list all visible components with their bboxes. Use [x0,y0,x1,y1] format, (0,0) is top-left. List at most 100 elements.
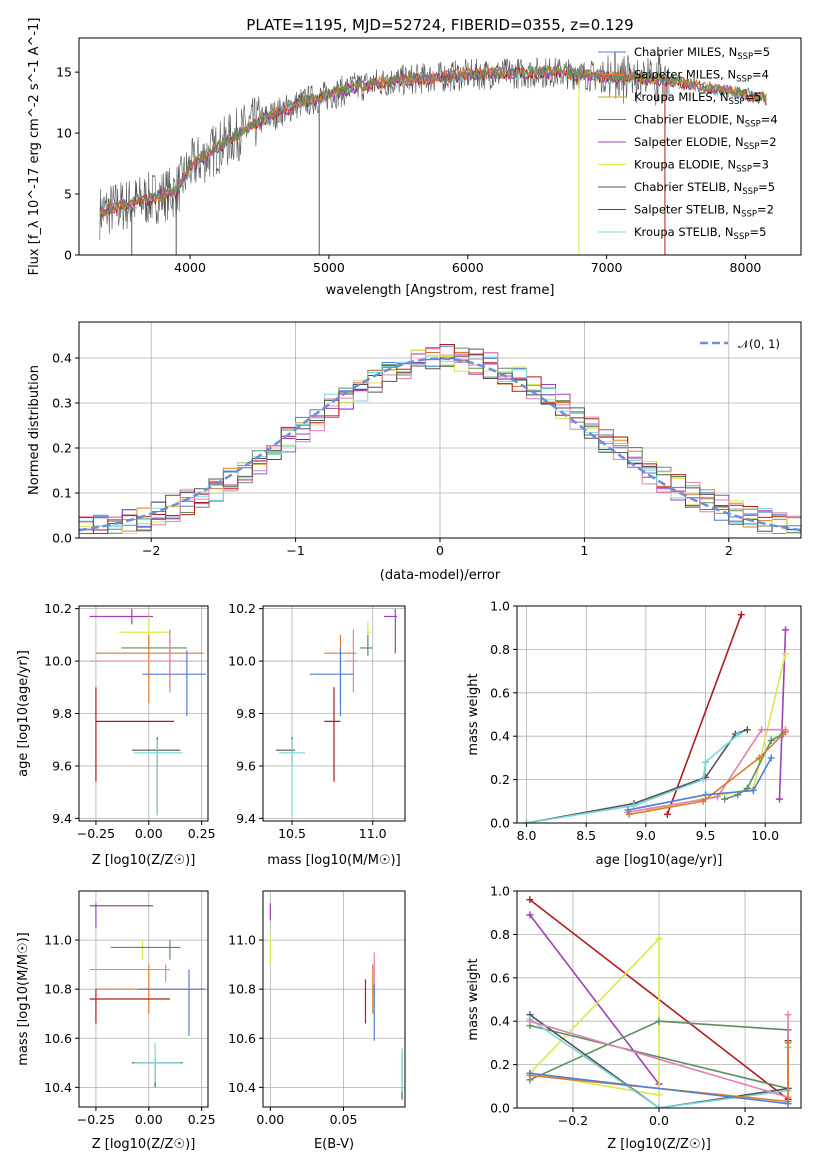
figure-title: PLATE=1195, MJD=52724, FIBERID=0355, z=0… [246,16,633,34]
mass-weight-vs-age-panel: 8.0 8.5 9.0 9.5 10.0 0.0 0.2 0.4 0.6 0.8 1.0 age [l… [466,599,802,868]
x-tick-label: 2 [725,543,733,558]
y-axis-label: mass weight [466,958,481,1040]
x-tick-label: 0.25 [188,1112,216,1127]
plus-marker [526,1069,534,1077]
legend-label: Salpeter MILES, NSSP=4 [634,68,769,85]
plus-marker [702,791,710,799]
y-tick-label: 10 [56,126,72,141]
x-tick-label: −0.25 [77,826,115,841]
x-tick-label: 8.0 [517,828,537,843]
plus-marker [625,810,633,818]
y-tick-label: 0.4 [52,351,72,366]
x-axis-label: age [log10(age/yr)] [596,853,723,868]
y-tick-label: 0.0 [490,1101,510,1116]
x-tick-label: 9.5 [696,828,716,843]
y-tick-label: 0.2 [490,1057,510,1072]
y-tick-label: 0.2 [52,441,72,456]
plot-area [99,51,767,255]
y-tick-label: 9.4 [52,811,72,826]
plus-marker [735,730,743,738]
y-tick-label: 11.0 [44,933,72,948]
plus-marker [526,911,534,919]
legend-label: Salpeter ELODIE, NSSP=2 [634,135,777,152]
y-tick-label: 0.6 [490,685,510,700]
age-vs-metallicity-panel: −0.25 0.00 0.25 9.4 9.6 9.8 10.0 10.2 Z [log10(Z… [16,601,216,868]
legend-label: 𝒩(0, 1) [738,337,780,351]
x-tick-label: 8.5 [576,828,596,843]
x-tick-label: 0.05 [330,1112,358,1127]
axes-frame [262,890,406,1108]
spectrum-panel: 4000 5000 6000 7000 8000 0 5 10 15 wavelength [An… [27,18,802,298]
plot-area [79,344,801,534]
y-tick-label: 9.6 [236,758,256,773]
x-tick-label: −0.2 [558,1113,588,1128]
plus-marker [523,819,531,823]
y-tick-label: 11.0 [228,933,256,948]
plus-marker [699,776,707,784]
plus-marker [526,896,534,904]
y-tick-label: 9.6 [52,758,72,773]
y-tick-label: 10.0 [228,654,256,669]
x-tick-label: 8000 [730,260,762,275]
y-tick-label: 0.3 [52,396,72,411]
plus-marker [781,728,789,736]
plus-marker [776,795,784,803]
y-tick-label: 0.6 [490,970,510,985]
y-tick-label: 10.8 [44,982,72,997]
x-axis-label: E(B-V) [314,1137,354,1152]
plus-marker [699,797,707,805]
y-tick-label: 0.8 [490,642,510,657]
x-tick-label: −2 [142,543,160,558]
legend-label: Kroupa STELIB, NSSP=5 [634,225,766,242]
plus-marker [526,1017,534,1025]
histogram-step-line [79,348,801,534]
y-tick-label: 0.2 [490,772,510,787]
x-tick-label: 9.0 [636,828,656,843]
plus-marker [784,1011,792,1019]
y-tick-label: 10.4 [228,1080,256,1095]
series-line [627,728,786,813]
y-tick-label: 0.0 [52,531,72,546]
plus-marker [663,810,671,818]
plus-marker [655,1017,663,1025]
x-tick-label: 11.0 [359,826,387,841]
x-tick-label: 0.00 [256,1112,284,1127]
legend-label: Chabrier MILES, NSSP=5 [634,45,770,62]
series-line [627,757,772,811]
y-axis-label: mass [log10(M/M☉)] [16,932,31,1065]
plus-marker [630,802,638,810]
plus-marker [767,737,775,745]
x-tick-label: −1 [286,543,304,558]
y-tick-label: 0.4 [490,1014,510,1029]
plot-area [275,608,397,816]
plus-marker [755,754,763,762]
y-tick-label: 0.0 [490,816,510,831]
x-tick-label: 0.00 [135,1112,163,1127]
y-axis-label: mass weight [466,673,481,755]
y-tick-label: 0.8 [490,927,510,942]
spectrum-legend: Chabrier MILES, NSSP=5 Salpeter MILES, NS… [598,45,778,242]
axes-frame [78,890,209,1108]
y-tick-label: 15 [56,65,72,80]
y-axis-label: Flux [f_λ 10^-17 erg cm^-2 s^-1 A^-1] [27,18,42,276]
legend-label: Chabrier STELIB, NSSP=5 [634,180,775,197]
y-tick-label: 0.4 [490,729,510,744]
x-tick-label: 0.25 [188,826,216,841]
x-axis-label: (data-model)/error [380,568,501,583]
y-tick-label: 5 [64,187,72,202]
legend-label: Salpeter STELIB, NSSP=2 [634,203,774,220]
series-line [529,1072,789,1105]
plot-area [523,611,789,823]
plus-marker [721,795,729,803]
plot-area [89,903,206,1088]
x-axis-label: mass [log10(M/M☉)] [267,853,400,868]
mass-vs-metallicity-panel: −0.25 0.00 0.25 10.4 10.6 10.8 11.0 Z [log10(Z/… [16,890,216,1152]
plot-area [526,896,792,1108]
histogram-legend: 𝒩(0, 1) [700,337,780,351]
x-axis-label: wavelength [Angstrom, rest frame] [326,283,555,298]
series-line [629,731,787,816]
y-axis-label: Normed distribution [27,365,42,495]
plus-marker [655,1091,663,1099]
residual-histogram-panel: −2 −1 0 1 2 0.0 0.1 0.2 0.3 0.4 (data-model)/error… [27,321,802,583]
y-tick-label: 10.2 [228,601,256,616]
